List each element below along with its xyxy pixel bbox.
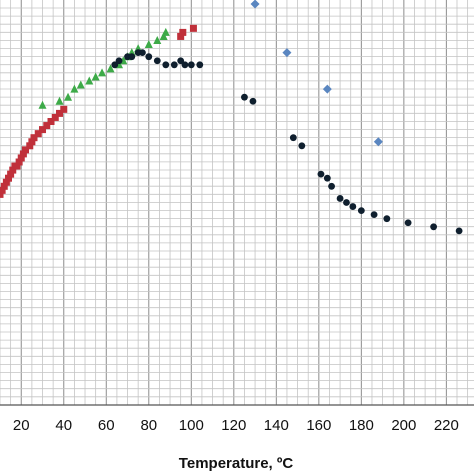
circle-point	[289, 134, 297, 142]
square-point	[19, 150, 27, 158]
square-point	[26, 142, 34, 150]
circle-point	[177, 57, 185, 65]
diamond-point	[250, 0, 260, 9]
circle-point	[328, 182, 335, 190]
square-point	[60, 105, 68, 113]
triangle-point	[76, 80, 85, 89]
x-tick-label: 100	[179, 417, 204, 434]
circle-point	[383, 215, 391, 223]
circle-point	[357, 207, 365, 215]
square-point	[28, 138, 36, 146]
square-point	[17, 154, 25, 162]
square-point	[30, 134, 38, 142]
circle-point	[249, 97, 257, 105]
square-point	[34, 130, 42, 138]
x-tick-label: 60	[98, 417, 115, 434]
square-point	[0, 182, 8, 190]
triangle-point	[159, 31, 168, 40]
diamond-point	[322, 84, 332, 94]
square-point	[9, 166, 17, 174]
x-tick-label: 20	[13, 417, 30, 434]
square-point	[43, 122, 51, 130]
square-point	[13, 162, 21, 170]
triangle-point	[144, 40, 153, 49]
square-point	[189, 24, 197, 32]
triangle-point	[106, 64, 115, 73]
circle-point	[145, 53, 153, 61]
triangle-point	[85, 76, 94, 85]
circle-point	[139, 49, 146, 57]
square-point	[179, 28, 187, 36]
square-point	[177, 32, 185, 40]
grid	[0, 0, 474, 406]
x-tick-label: 120	[221, 417, 246, 434]
square-point	[39, 126, 47, 134]
square-point	[2, 178, 10, 186]
data-points	[0, 0, 463, 235]
x-tick-label: 80	[140, 417, 157, 434]
square-point	[7, 170, 15, 178]
x-tick-label: 160	[306, 417, 331, 434]
circle-point	[187, 61, 195, 69]
circle-point	[317, 170, 325, 178]
circle-point	[111, 61, 119, 69]
circle-point	[298, 142, 306, 150]
square-point	[15, 158, 23, 166]
circle-point	[430, 223, 438, 231]
triangle-point	[55, 96, 64, 105]
triangle-point	[64, 92, 73, 101]
circle-point	[336, 195, 344, 202]
circle-point	[349, 203, 357, 210]
square-point	[0, 190, 4, 198]
x-tick-label: 200	[391, 417, 416, 434]
diamond-point	[282, 48, 292, 58]
circle-point	[170, 61, 178, 69]
square-point	[5, 174, 13, 182]
circle-point	[404, 219, 412, 227]
circle-point	[370, 211, 378, 219]
square-point	[0, 186, 6, 194]
circle-point	[241, 93, 248, 101]
circle-point	[115, 57, 123, 65]
square-point	[56, 109, 64, 117]
circle-point	[343, 199, 350, 206]
triangle-point	[91, 72, 100, 81]
circle-point	[162, 61, 170, 69]
square-point	[51, 113, 59, 121]
x-tick-label: 220	[434, 417, 459, 434]
triangle-point	[153, 36, 162, 44]
x-tick-label: 40	[55, 417, 72, 434]
triangle-point	[70, 84, 79, 93]
triangle-point	[98, 68, 107, 77]
x-tick-labels: 20406080100120140160180200220240	[13, 417, 459, 434]
circle-point	[196, 61, 204, 69]
triangle-point	[161, 27, 170, 36]
circle-point	[128, 53, 136, 61]
circle-point	[455, 227, 463, 235]
circle-point	[323, 174, 331, 182]
square-point	[22, 146, 30, 154]
x-tick-label: 180	[349, 417, 374, 434]
square-point	[47, 118, 55, 125]
triangle-point	[38, 100, 47, 109]
x-axis-label: Temperature, ºC	[179, 455, 294, 472]
x-tick-label: 140	[264, 417, 289, 434]
diamond-point	[373, 137, 383, 147]
circle-point	[181, 61, 189, 69]
circle-point	[153, 57, 161, 65]
